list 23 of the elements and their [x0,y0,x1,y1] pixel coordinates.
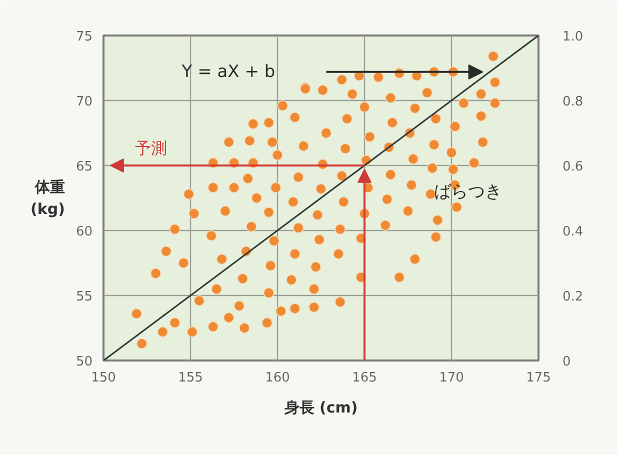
annotation: 予測 [134,138,167,158]
y2-tick-label: 0.8 [562,94,584,110]
x-tick-label: 165 [352,370,377,386]
y-tick-label: 70 [76,94,93,110]
x-tick-label: 150 [91,370,116,386]
annotation: ばらつき [434,182,502,202]
x-tick-label: 160 [265,370,290,386]
y2-tick-label: 0.2 [562,290,584,304]
x-tick-label: 175 [526,370,551,386]
y-tick-label: 50 [76,354,93,370]
y-tick-label: 65 [76,160,93,174]
annotation: Y = aX + b [180,62,276,82]
x-axis-title: 身長 (cm) [283,398,358,416]
y-tick-label: 75 [76,30,93,44]
y2-tick-label: 0.4 [562,224,584,240]
y2-tick-label: 0.6 [562,160,584,174]
x-tick-label: 155 [178,370,203,386]
x-tick-label: 170 [439,370,464,386]
y-tick-label: 55 [76,290,93,304]
y2-tick-label: 1.0 [562,30,584,44]
y-tick-label: 60 [76,224,93,240]
y-axis-title: 体重 (kg) [30,178,65,218]
y2-tick-label: 0 [562,354,571,370]
